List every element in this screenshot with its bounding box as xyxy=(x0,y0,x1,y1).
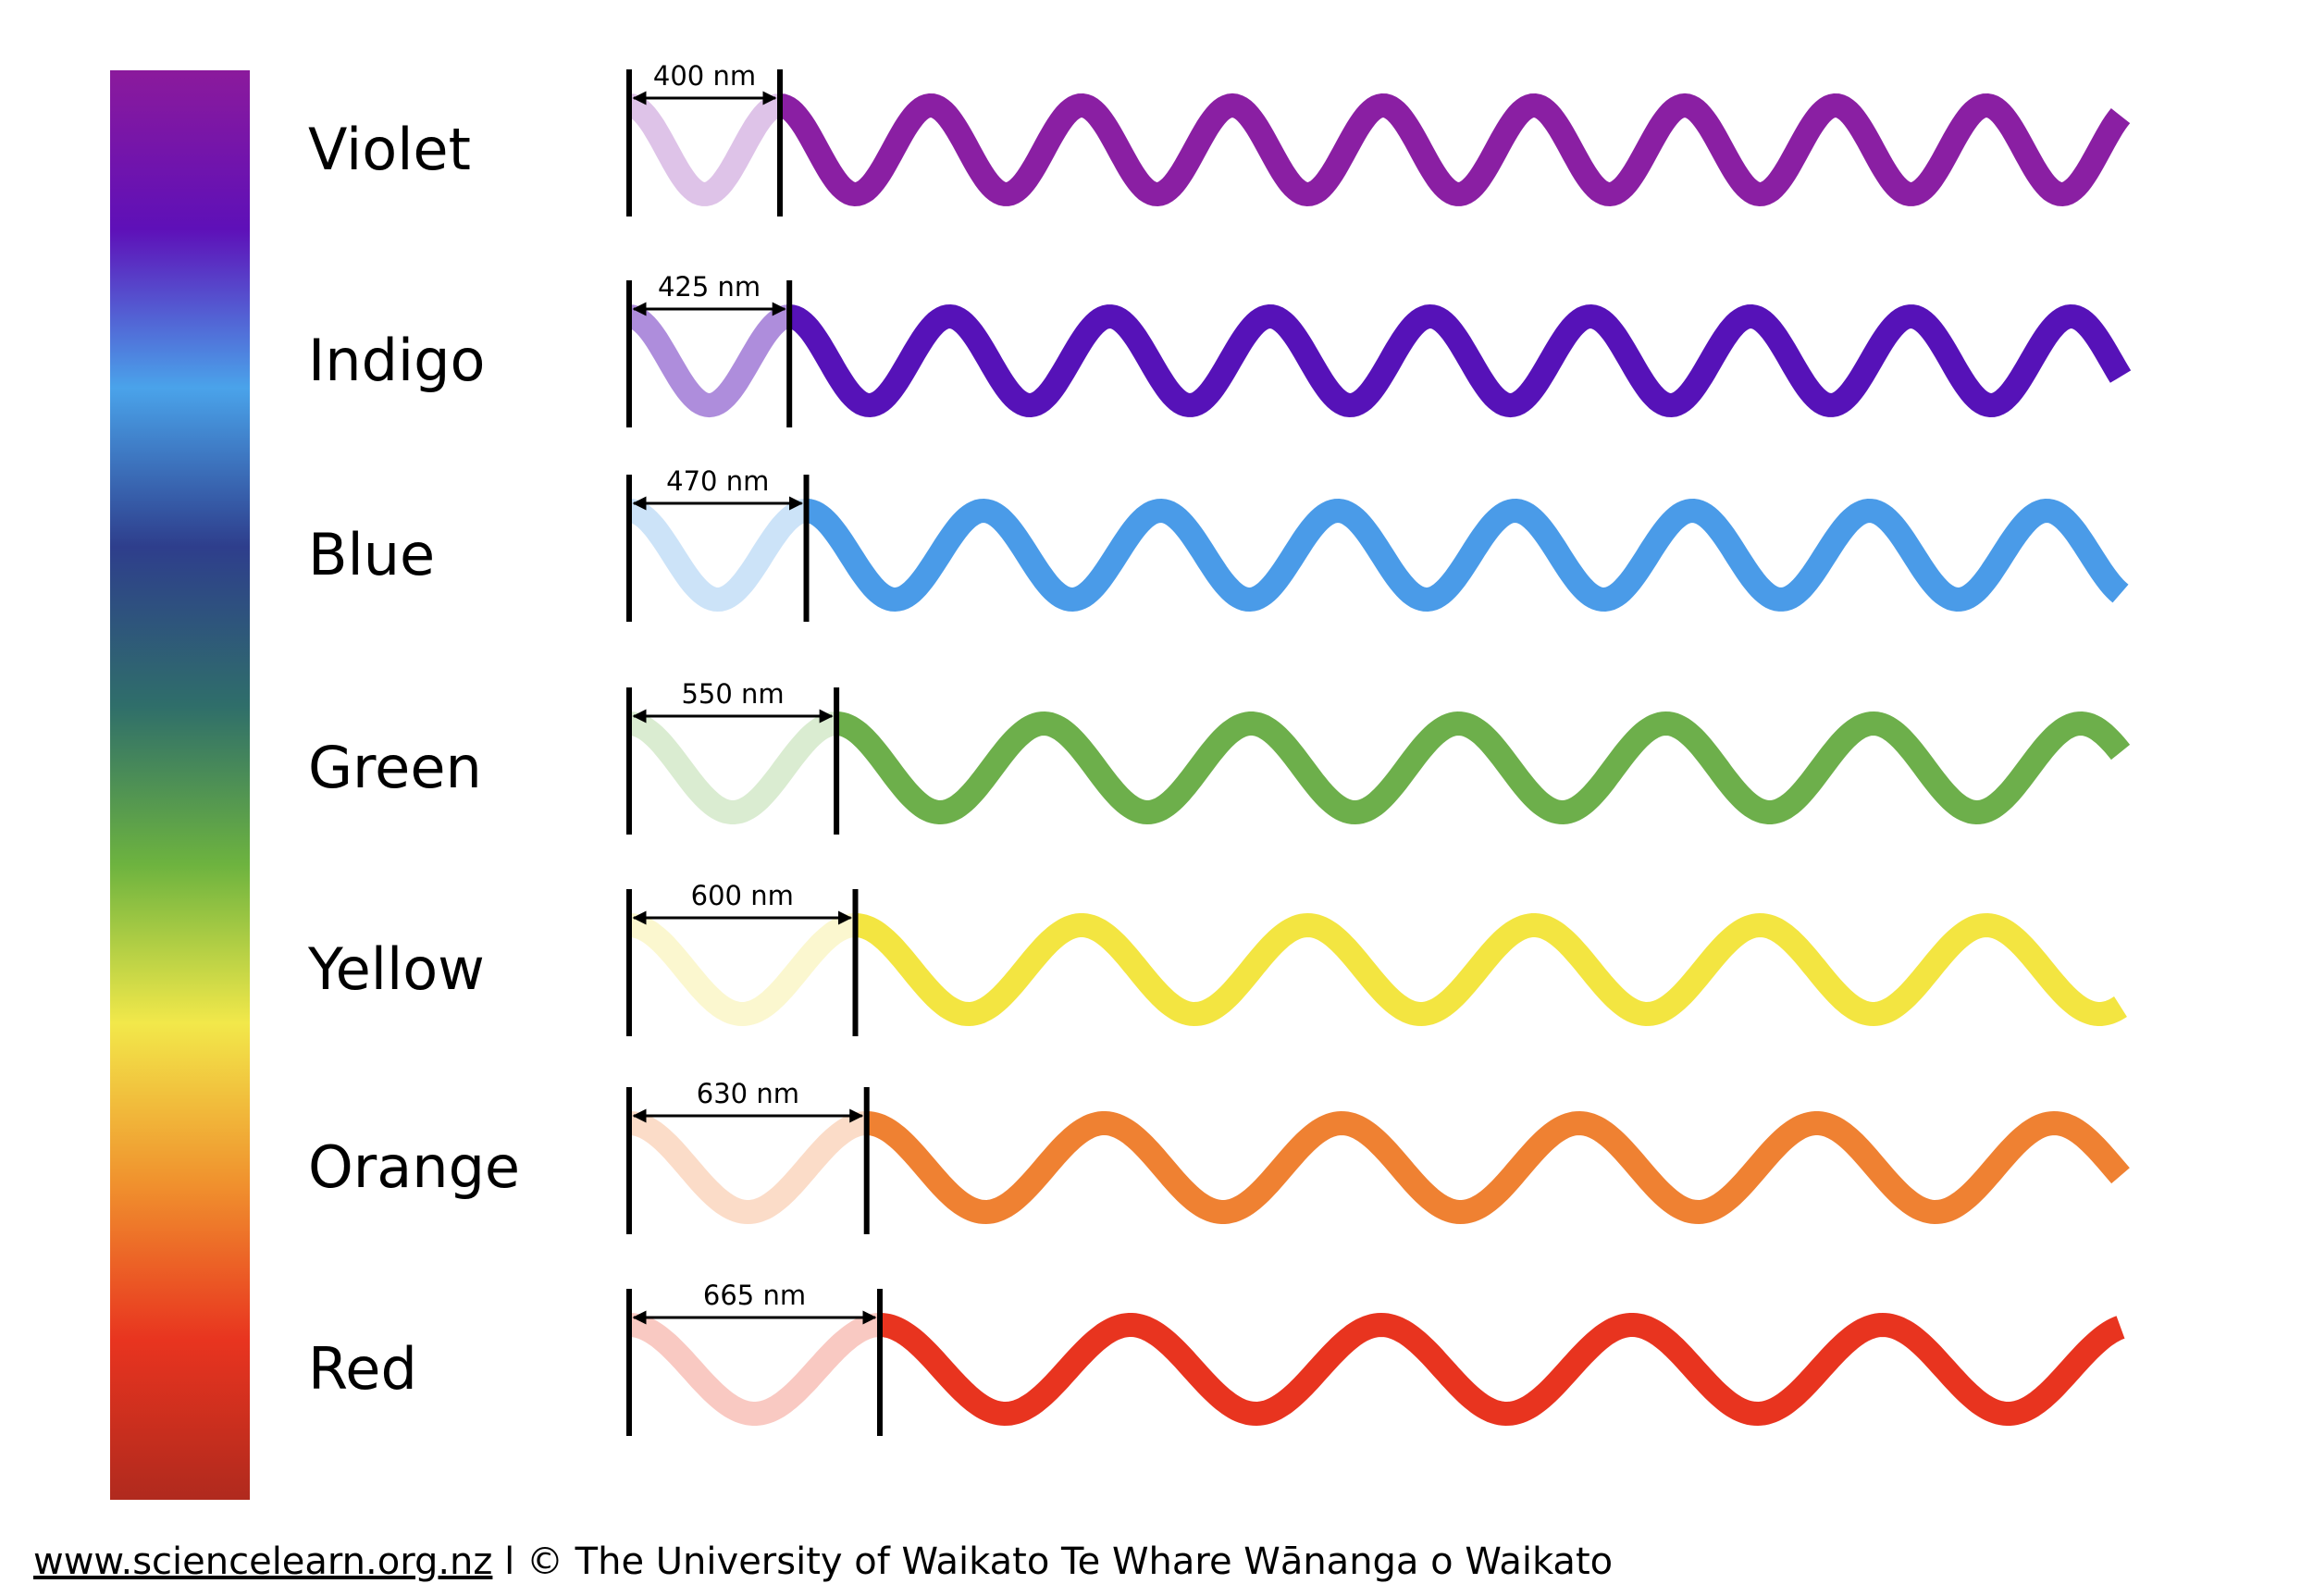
wave-rows: Violet 400 nm Indigo 425 nm Blue 470 nm Green 5… xyxy=(307,60,2132,1436)
wave-path xyxy=(787,303,2132,418)
wave-path xyxy=(855,912,2127,1027)
wave-path xyxy=(835,711,2131,825)
wave-row-orange: Orange 630 nm xyxy=(308,1078,2130,1234)
spectrum-bar xyxy=(110,70,250,1500)
wave-first-cycle xyxy=(628,1111,868,1225)
wave-path xyxy=(879,1312,2125,1427)
wavelength-label-indigo: 425 nm xyxy=(658,271,761,303)
wavelength-label-blue: 470 nm xyxy=(666,465,769,497)
copyright-text: © The University of Waikato Te Whare Wān… xyxy=(526,1540,1614,1583)
wave-first-cycle xyxy=(627,93,782,206)
wavelength-label-yellow: 600 nm xyxy=(691,880,794,911)
color-label-violet: Violet xyxy=(308,116,471,183)
footer-separator: l xyxy=(492,1540,526,1583)
color-label-blue: Blue xyxy=(308,521,435,588)
color-label-indigo: Indigo xyxy=(308,327,485,394)
wave-path xyxy=(805,498,2129,612)
wave-first-cycle xyxy=(628,913,856,1027)
wave-row-red: Red 665 nm xyxy=(308,1280,2125,1436)
wave-first-cycle xyxy=(627,304,791,418)
color-label-orange: Orange xyxy=(308,1133,520,1201)
wave-row-yellow: Yellow 600 nm xyxy=(307,880,2127,1036)
footer: www.sciencelearn.org.nz l © The Universi… xyxy=(33,1540,1613,1583)
wavelength-label-orange: 630 nm xyxy=(697,1078,799,1109)
wave-first-cycle xyxy=(628,711,837,824)
wave-first-cycle xyxy=(628,499,808,612)
color-label-yellow: Yellow xyxy=(307,935,485,1003)
wave-row-indigo: Indigo 425 nm xyxy=(308,271,2132,427)
wave-row-green: Green 550 nm xyxy=(308,678,2131,835)
color-label-red: Red xyxy=(308,1335,417,1403)
wavelength-label-violet: 400 nm xyxy=(653,60,756,92)
wave-path xyxy=(778,93,2131,207)
website-link[interactable]: www.sciencelearn.org.nz xyxy=(33,1540,493,1583)
wave-row-violet: Violet 400 nm xyxy=(308,60,2131,217)
wavelength-label-green: 550 nm xyxy=(681,678,784,710)
wavelength-label-red: 665 nm xyxy=(703,1280,806,1311)
wave-path xyxy=(866,1110,2130,1225)
wave-row-blue: Blue 470 nm xyxy=(308,465,2129,622)
color-label-green: Green xyxy=(308,734,482,801)
wave-first-cycle xyxy=(628,1313,881,1426)
